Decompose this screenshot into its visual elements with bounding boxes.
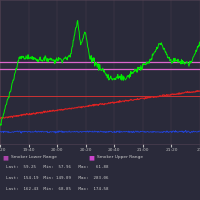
Text: ■: ■ xyxy=(88,155,94,160)
Text: Smoker Upper Range: Smoker Upper Range xyxy=(97,155,143,159)
Text: Last:  59.25   Min:  57.96   Max:   61.88: Last: 59.25 Min: 57.96 Max: 61.88 xyxy=(6,165,108,169)
Text: Last:  154.19  Min: 149.09   Max:  283.06: Last: 154.19 Min: 149.09 Max: 283.06 xyxy=(6,176,108,180)
Text: ■: ■ xyxy=(2,155,8,160)
Text: Smoker Lower Range: Smoker Lower Range xyxy=(11,155,57,159)
Text: Last:  162.43  Min:  68.85   Max:  174.58: Last: 162.43 Min: 68.85 Max: 174.58 xyxy=(6,187,108,191)
